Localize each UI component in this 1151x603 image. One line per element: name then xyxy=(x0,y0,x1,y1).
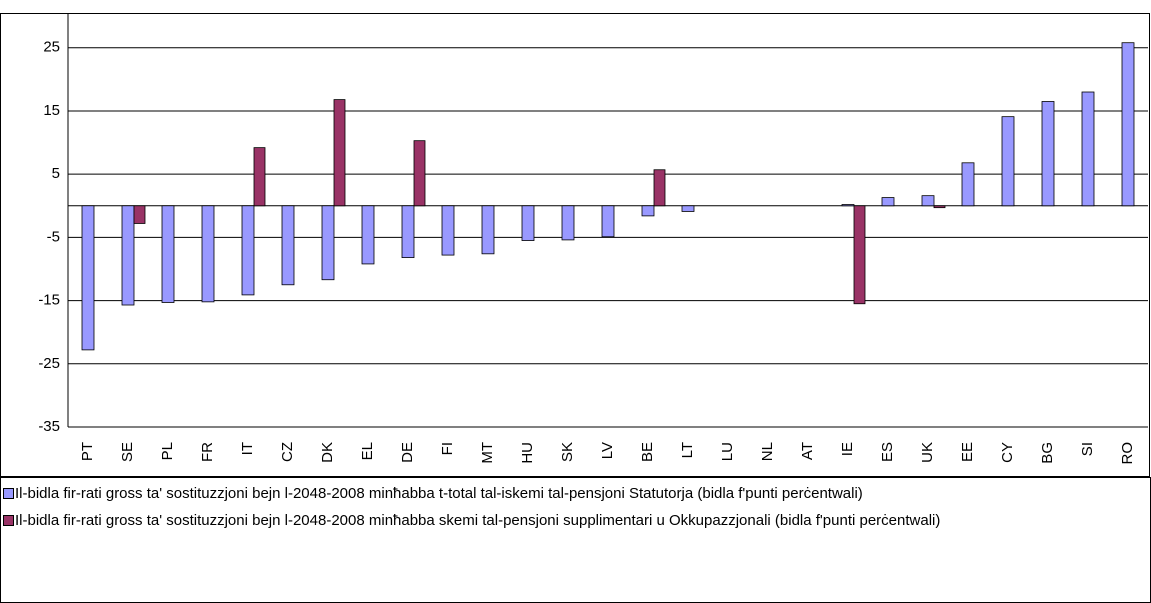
bar xyxy=(401,205,415,259)
bar xyxy=(653,169,666,207)
bar xyxy=(961,162,975,207)
bar xyxy=(241,205,255,296)
x-tick-label: LU xyxy=(719,442,736,461)
bar xyxy=(921,195,935,207)
bar xyxy=(281,205,295,286)
x-tick-label: AT xyxy=(799,442,816,460)
bar xyxy=(361,205,375,265)
legend-swatch xyxy=(3,515,14,526)
bar xyxy=(881,197,895,207)
bar xyxy=(681,205,695,212)
x-tick-label: BG xyxy=(1039,442,1056,464)
y-tick-label: -5 xyxy=(47,228,60,245)
x-tick-label: RO xyxy=(1119,442,1136,465)
bar xyxy=(1121,42,1135,207)
bar xyxy=(853,205,866,305)
x-tick-label: MT xyxy=(479,442,496,464)
bar xyxy=(121,205,135,306)
bar xyxy=(641,205,655,217)
legend-label: Il-bidla fir-rati gross ta' sostituzzjon… xyxy=(15,485,863,502)
chart-border xyxy=(0,13,1150,477)
bar xyxy=(933,205,946,209)
bar xyxy=(201,205,215,303)
x-tick-label: SE xyxy=(119,442,136,462)
bar xyxy=(161,205,175,303)
legend-swatch xyxy=(3,488,14,499)
x-tick-label: SK xyxy=(559,442,576,462)
y-tick-label: -25 xyxy=(38,355,60,372)
x-tick-label: CZ xyxy=(279,442,296,462)
legend-entry: Il-bidla fir-rati gross ta' sostituzzjon… xyxy=(1,478,1150,505)
bar xyxy=(81,205,95,351)
bar xyxy=(1001,116,1015,207)
x-tick-label: EL xyxy=(359,442,376,460)
bar xyxy=(601,205,615,238)
x-tick-label: CY xyxy=(999,442,1016,463)
bar xyxy=(333,99,346,207)
bar xyxy=(321,205,335,281)
y-tick-label: -35 xyxy=(38,418,60,435)
bar xyxy=(133,205,146,224)
x-tick-label: EE xyxy=(959,442,976,462)
x-tick-label: PL xyxy=(159,442,176,460)
bar xyxy=(521,205,535,241)
x-tick-label: IT xyxy=(239,442,256,455)
y-tick-label: 5 xyxy=(52,165,60,182)
bar xyxy=(1041,101,1055,207)
bar xyxy=(413,140,426,207)
plot: -35 -25 -15 -5 5 15 25 PT SE PL FR IT CZ DK EL DE FI MT HU… xyxy=(0,13,1150,477)
x-tick-label: FI xyxy=(439,442,456,455)
x-tick-label: UK xyxy=(919,442,936,463)
x-tick-label: NL xyxy=(759,442,776,461)
y-tick-label: -15 xyxy=(38,292,60,309)
bar xyxy=(561,205,575,241)
x-tick-label: HU xyxy=(519,442,536,464)
x-tick-label: FR xyxy=(199,442,216,462)
x-tick-label: LV xyxy=(599,442,616,459)
bar xyxy=(841,204,855,207)
legend-entry: Il-bidla fir-rati gross ta' sostituzzjon… xyxy=(1,505,1150,532)
x-tick-label: PT xyxy=(79,442,96,461)
bar xyxy=(481,205,495,255)
x-tick-label: BE xyxy=(639,442,656,462)
x-tick-label: IE xyxy=(839,442,856,456)
y-tick-label: 15 xyxy=(43,102,60,119)
legend: Il-bidla fir-rati gross ta' sostituzzjon… xyxy=(0,477,1151,603)
legend-label: Il-bidla fir-rati gross ta' sostituzzjon… xyxy=(15,512,941,529)
bar xyxy=(1081,91,1095,207)
x-tick-label: ES xyxy=(879,442,896,462)
x-tick-label: DE xyxy=(399,442,416,463)
bar xyxy=(253,147,266,207)
x-tick-label: SI xyxy=(1079,442,1096,456)
bar xyxy=(441,205,455,256)
x-tick-label: LT xyxy=(679,442,696,458)
x-tick-label: DK xyxy=(319,442,336,463)
y-tick-label: 25 xyxy=(43,39,60,56)
